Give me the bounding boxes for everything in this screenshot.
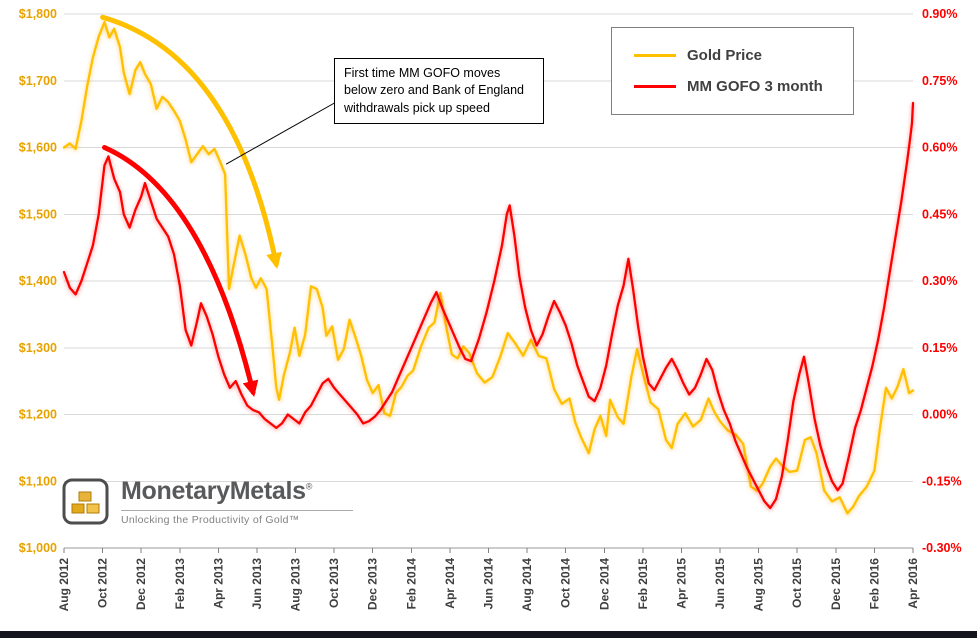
gold-price-axis-label: $1,700 — [19, 74, 57, 88]
gold-bar-icon — [71, 503, 85, 514]
annotation-box: First time MM GOFO moves below zero and … — [334, 58, 544, 124]
logo-icon — [62, 478, 109, 525]
brand-name: MonetaryMetals® — [121, 477, 313, 505]
bottom-bar — [0, 631, 977, 638]
annotation-leader-line — [225, 100, 339, 165]
gofo-swatch — [634, 85, 676, 89]
gold-price-axis-label: $1,000 — [19, 541, 57, 555]
logo-divider — [121, 509, 353, 511]
legend-item-gold-price: Gold Price — [634, 47, 839, 64]
gofo-axis-label: 0.00% — [922, 408, 957, 422]
gofo-axis-label: 0.30% — [922, 274, 957, 288]
x-axis-label: Aug 2012 — [57, 558, 71, 612]
legend-label-gold-price: Gold Price — [687, 46, 763, 64]
gofo-axis-label: 0.15% — [922, 341, 957, 355]
legend-label-gofo: MM GOFO 3 month — [687, 78, 823, 96]
x-axis-label: Oct 2013 — [327, 558, 341, 608]
gofo-line — [62, 101, 915, 510]
gold-price-axis-label: $1,400 — [19, 274, 57, 288]
x-axis-label: Feb 2016 — [867, 558, 881, 610]
gofo-axis-label: 0.60% — [922, 141, 957, 155]
gofo-axis-label: 0.75% — [922, 74, 957, 88]
gold-price-line — [62, 20, 915, 515]
gold-price-axis-label: $1,300 — [19, 341, 57, 355]
x-axis-label: Dec 2012 — [134, 558, 148, 610]
gold-trend-arrow — [100, 14, 282, 270]
x-axis-label: Jun 2014 — [482, 558, 496, 610]
gofo-axis-label: 0.90% — [922, 7, 957, 21]
logo-text: MonetaryMetals® Unlocking the Productivi… — [121, 477, 353, 526]
logo-tagline: Unlocking the Productivity of Gold™ — [121, 513, 300, 526]
gofo-axis-label: -0.30% — [922, 541, 962, 555]
x-axis-label: Oct 2015 — [790, 558, 804, 608]
gofo-axis-label: 0.45% — [922, 207, 957, 221]
x-axis-label: Apr 2016 — [906, 558, 920, 609]
x-axis-label: Oct 2012 — [96, 558, 110, 608]
gold-bar-icon — [86, 503, 100, 514]
x-axis-label: Dec 2013 — [366, 558, 380, 610]
gold-price-axis-label: $1,200 — [19, 408, 57, 422]
x-axis-label: Feb 2013 — [173, 558, 187, 610]
gofo-axis-label: -0.15% — [922, 474, 962, 488]
x-axis-label: Aug 2014 — [520, 558, 534, 612]
x-axis-label: Aug 2015 — [752, 558, 766, 612]
x-axis-label: Aug 2013 — [289, 558, 303, 612]
legend: Gold Price MM GOFO 3 month — [611, 27, 854, 115]
x-axis-label: Apr 2015 — [674, 558, 688, 609]
monetary-metals-logo: MonetaryMetals® Unlocking the Productivi… — [62, 477, 353, 526]
gold-price-axis-label: $1,600 — [19, 141, 57, 155]
x-axis-label: Oct 2014 — [559, 558, 573, 608]
gold-price-axis-label: $1,100 — [19, 474, 57, 488]
x-axis-label: Dec 2015 — [829, 558, 843, 610]
legend-item-gofo: MM GOFO 3 month — [634, 78, 839, 95]
x-axis-label: Feb 2015 — [636, 558, 650, 610]
x-axis-label: Dec 2014 — [597, 558, 611, 610]
gold-price-axis-label: $1,800 — [19, 7, 57, 21]
x-axis-label: Feb 2014 — [404, 558, 418, 610]
x-axis-label: Apr 2013 — [211, 558, 225, 609]
x-axis-label: Apr 2014 — [443, 558, 457, 609]
gold-price-axis-label: $1,500 — [19, 207, 57, 221]
x-axis-label: Jun 2015 — [713, 558, 727, 610]
red-trend-arrow — [102, 145, 259, 397]
x-axis-label: Jun 2013 — [250, 558, 264, 610]
gold-bar-icon — [78, 491, 92, 502]
registered-mark: ® — [305, 481, 313, 492]
annotation-text: First time MM GOFO moves below zero and … — [344, 66, 524, 115]
gold-price-swatch — [634, 53, 676, 57]
